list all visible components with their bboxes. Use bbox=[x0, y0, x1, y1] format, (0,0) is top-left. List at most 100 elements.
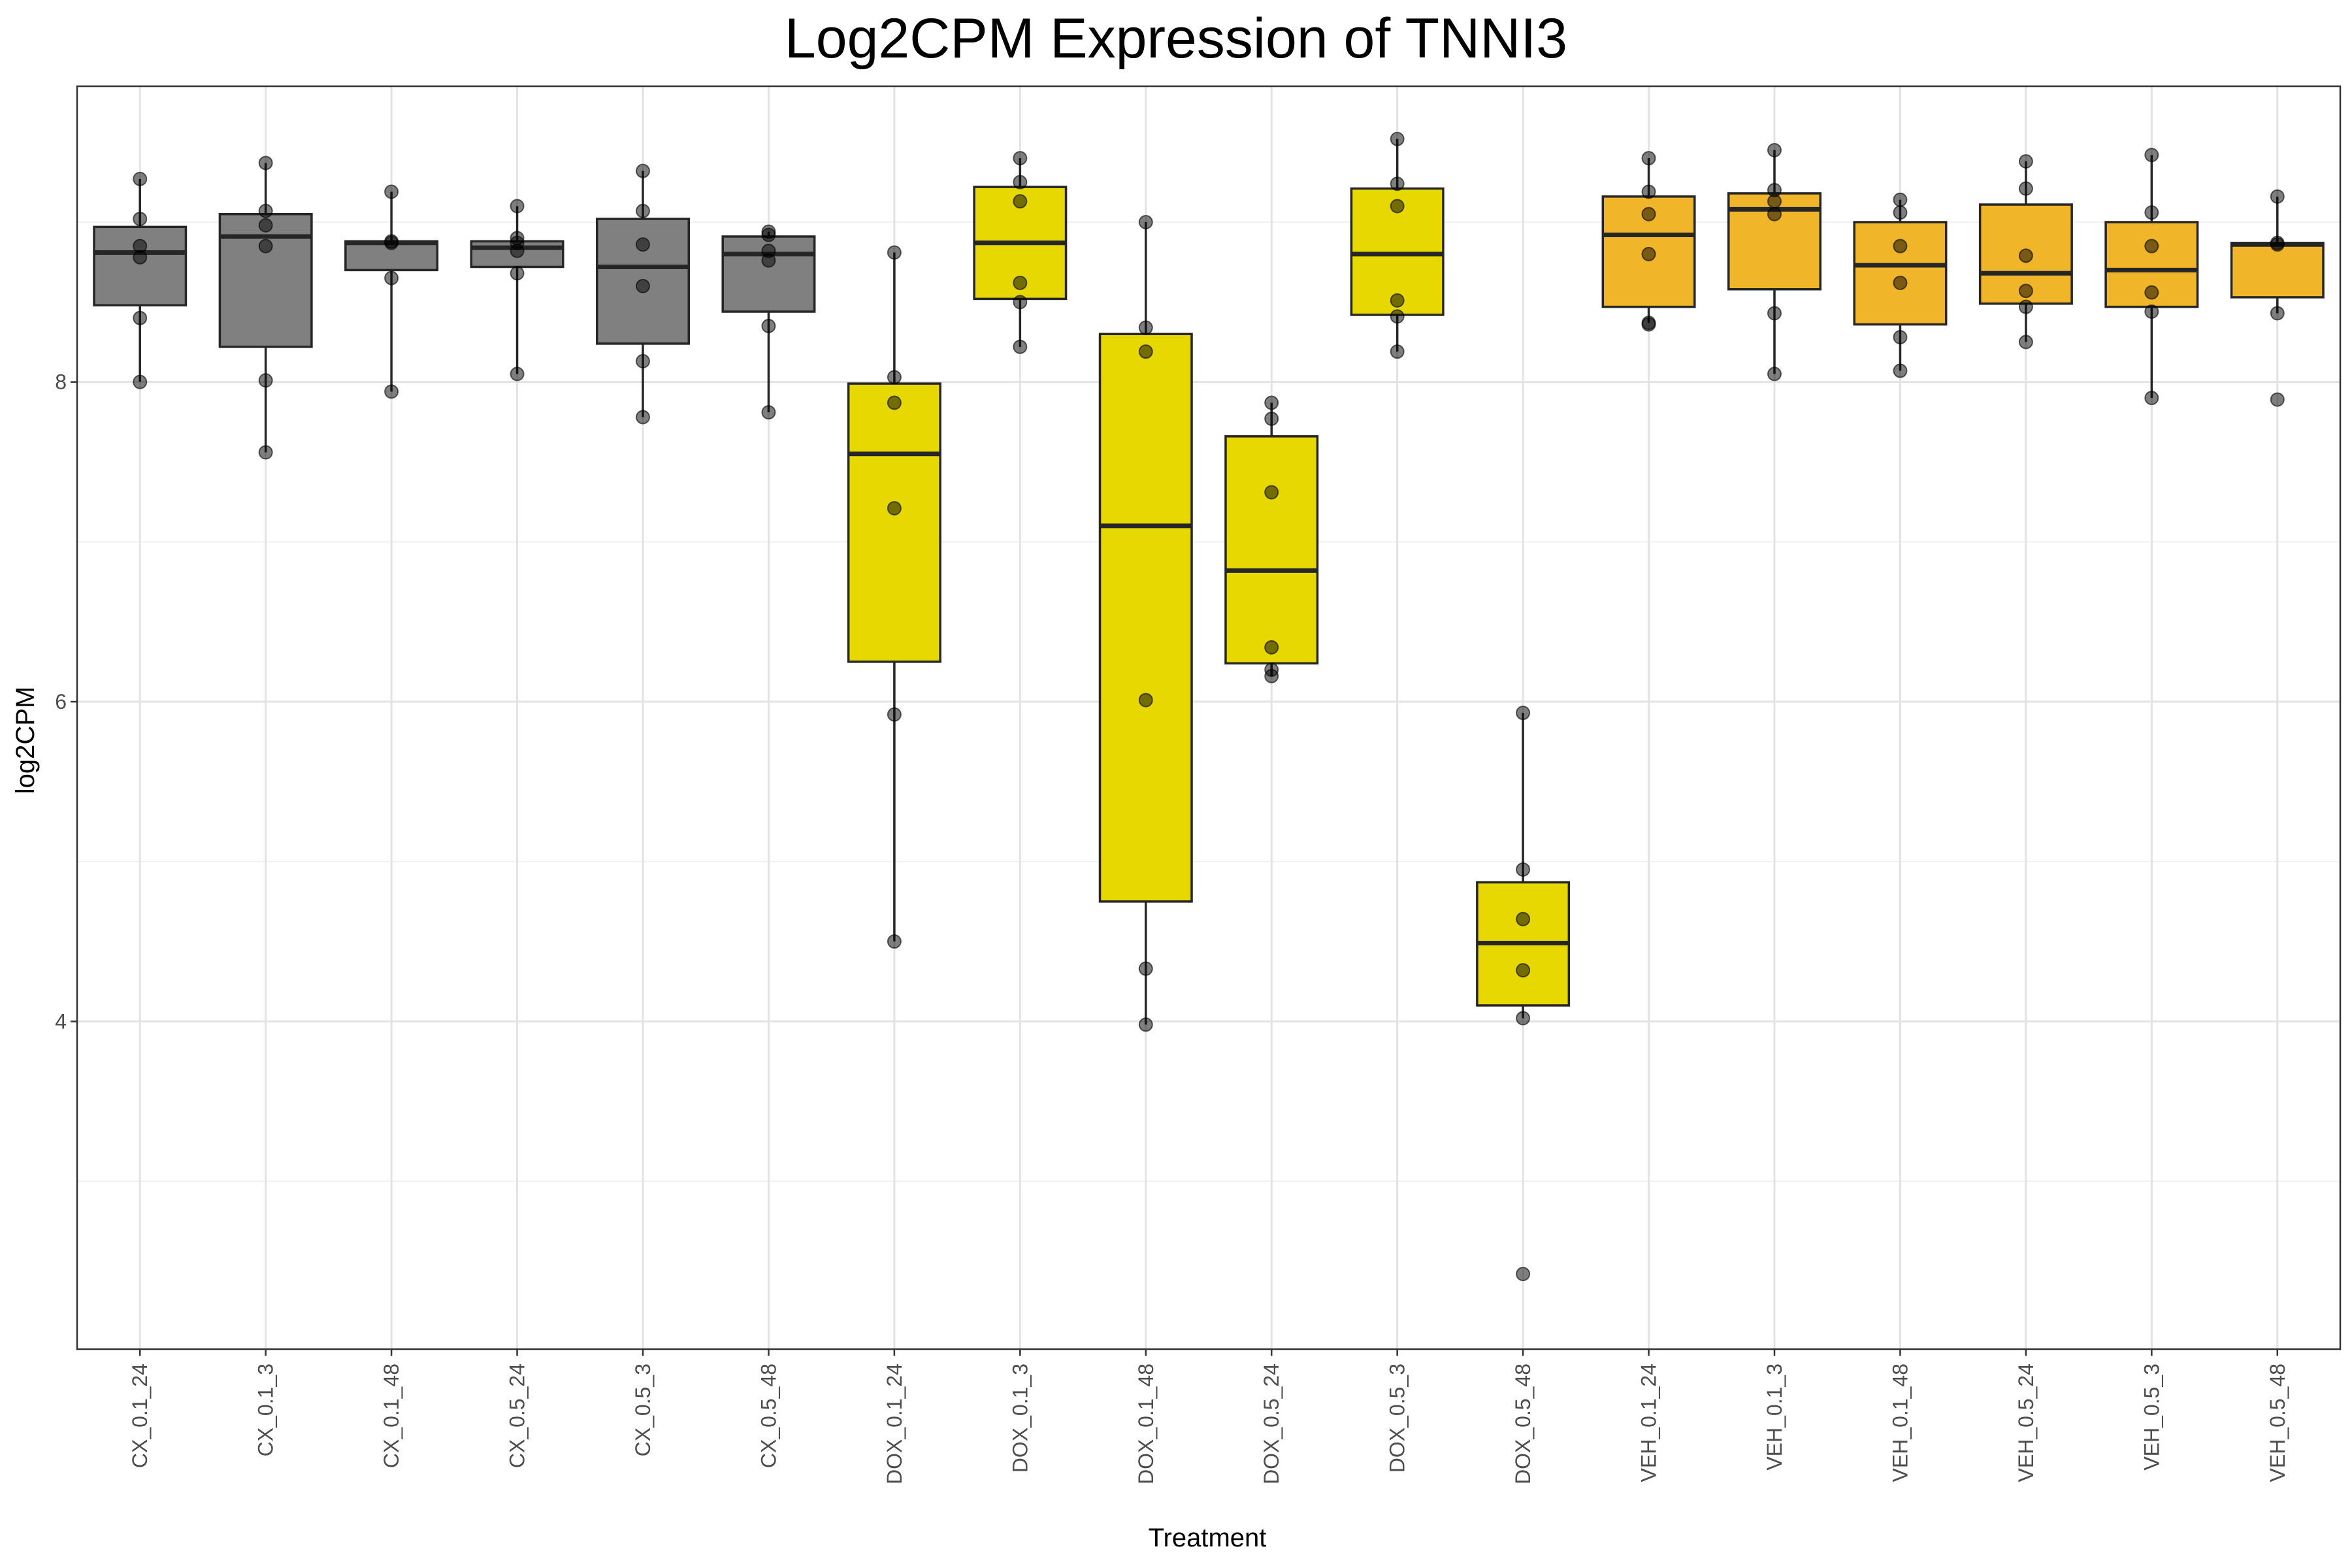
data-point bbox=[133, 310, 148, 325]
box-iqr bbox=[847, 382, 941, 663]
data-point bbox=[1767, 142, 1782, 157]
data-point bbox=[761, 405, 776, 420]
data-point bbox=[258, 373, 273, 388]
data-point bbox=[2018, 181, 2033, 196]
data-point bbox=[1013, 151, 1028, 166]
data-point bbox=[1390, 293, 1405, 308]
x-tick-label: DOX_0.5_48 bbox=[1511, 1364, 1535, 1484]
data-point bbox=[887, 934, 902, 949]
data-point bbox=[2018, 335, 2033, 350]
data-point bbox=[1516, 1011, 1531, 1026]
box-VEH_0.1_24 bbox=[1601, 151, 1696, 332]
box-DOX_0.1_24 bbox=[847, 245, 941, 949]
data-point bbox=[636, 410, 650, 425]
data-point bbox=[133, 374, 148, 389]
data-point bbox=[1767, 194, 1782, 209]
x-tick-label: DOX_0.1_48 bbox=[1134, 1364, 1158, 1484]
data-point bbox=[2270, 237, 2285, 252]
data-point bbox=[1138, 320, 1153, 335]
data-point bbox=[2018, 154, 2033, 169]
data-point bbox=[1138, 1017, 1153, 1032]
box-iqr bbox=[1098, 333, 1193, 903]
data-point bbox=[510, 199, 525, 214]
box-DOX_0.5_3 bbox=[1350, 131, 1445, 359]
data-point bbox=[258, 155, 273, 171]
data-point bbox=[2270, 392, 2285, 407]
x-tick-label: CX_0.5_3 bbox=[631, 1364, 655, 1456]
x-tick-label: CX_0.1_24 bbox=[128, 1364, 152, 1468]
data-point bbox=[761, 319, 776, 334]
x-tick-label: VEH_0.1_3 bbox=[1763, 1364, 1786, 1471]
x-axis-title: Treatment bbox=[1149, 1524, 1267, 1552]
data-point bbox=[1516, 706, 1531, 721]
x-tick-label: CX_0.1_48 bbox=[380, 1364, 403, 1468]
box-DOX_0.5_48 bbox=[1476, 706, 1571, 1281]
data-point bbox=[1390, 176, 1405, 191]
data-point bbox=[1516, 911, 1531, 926]
data-point bbox=[2144, 285, 2159, 300]
data-point bbox=[1641, 206, 1656, 221]
boxes-layer bbox=[93, 131, 2325, 1281]
data-point bbox=[133, 250, 148, 265]
data-point bbox=[1138, 344, 1153, 359]
data-point bbox=[887, 707, 902, 722]
data-point bbox=[510, 367, 525, 382]
data-point bbox=[1013, 194, 1028, 209]
data-point bbox=[887, 245, 902, 260]
data-point bbox=[2018, 248, 2033, 263]
data-point bbox=[1641, 246, 1656, 261]
data-point bbox=[887, 395, 902, 410]
data-point bbox=[636, 278, 650, 293]
data-point bbox=[2144, 391, 2159, 406]
data-point bbox=[1264, 668, 1279, 683]
x-tick-label: VEH_0.5_24 bbox=[2014, 1364, 2038, 1482]
data-point bbox=[258, 203, 273, 218]
box-DOX_0.1_48 bbox=[1098, 214, 1193, 1032]
data-point bbox=[2144, 148, 2159, 163]
x-tick-label: DOX_0.5_3 bbox=[1386, 1364, 1409, 1473]
data-point bbox=[1264, 411, 1279, 426]
box-DOX_0.5_24 bbox=[1224, 395, 1319, 683]
data-point bbox=[761, 227, 776, 242]
data-point bbox=[2144, 304, 2159, 319]
box-VEH_0.5_24 bbox=[1978, 154, 2073, 350]
panel-border bbox=[76, 85, 2342, 1350]
y-tick-label: 4 bbox=[55, 1009, 67, 1033]
box-iqr bbox=[1224, 435, 1319, 665]
data-point bbox=[1013, 295, 1028, 310]
data-point bbox=[761, 253, 776, 268]
data-point bbox=[1390, 344, 1405, 359]
y-tick-label: 8 bbox=[55, 370, 67, 394]
data-point bbox=[1893, 275, 1908, 290]
data-point bbox=[2018, 299, 2033, 314]
box-CX_0.1_48 bbox=[344, 184, 439, 399]
data-point bbox=[887, 500, 902, 515]
box-iqr bbox=[1853, 221, 1948, 326]
data-point bbox=[1390, 309, 1405, 324]
data-point bbox=[510, 244, 525, 259]
x-tick-label: VEH_0.5_3 bbox=[2140, 1364, 2163, 1471]
box-iqr bbox=[93, 225, 188, 306]
y-axis-title: log2CPM bbox=[11, 687, 40, 794]
data-point bbox=[133, 171, 148, 186]
data-point bbox=[1390, 199, 1405, 214]
box-VEH_0.5_3 bbox=[2104, 148, 2199, 406]
data-point bbox=[1138, 693, 1153, 708]
box-DOX_0.1_3 bbox=[973, 151, 1068, 354]
x-tick-label: VEH_0.1_48 bbox=[1888, 1364, 1912, 1482]
data-point bbox=[1641, 151, 1656, 166]
data-point bbox=[636, 237, 650, 252]
data-point bbox=[1767, 206, 1782, 221]
data-point bbox=[2270, 189, 2285, 204]
data-point bbox=[2144, 205, 2159, 220]
data-point bbox=[1264, 485, 1279, 500]
data-point bbox=[1767, 367, 1782, 382]
box-iqr bbox=[218, 212, 313, 348]
data-point bbox=[1516, 1266, 1531, 1281]
data-point bbox=[384, 270, 399, 286]
data-point bbox=[1893, 330, 1908, 345]
box-VEH_0.1_48 bbox=[1853, 192, 1948, 378]
data-point bbox=[133, 212, 148, 227]
x-tick-label: DOX_0.1_3 bbox=[1008, 1364, 1032, 1473]
